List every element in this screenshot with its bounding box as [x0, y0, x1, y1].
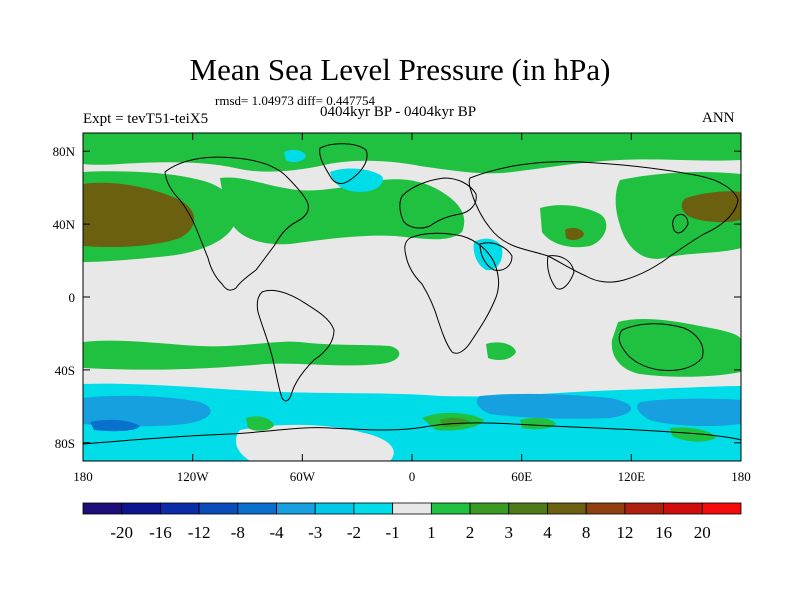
- colorbar-label: -2: [347, 523, 361, 542]
- coast-arabia: [479, 242, 513, 271]
- anomaly-north-pacific-core: [83, 182, 195, 248]
- season-label: ANN: [702, 110, 735, 126]
- colorbar-label: 1: [427, 523, 436, 542]
- colorbar-swatch: [701, 502, 742, 515]
- lon-tick-label: 60W: [290, 469, 316, 484]
- colorbar-swatch: [314, 502, 355, 515]
- map-axes: 80N 40N 0 40S 80S 180 120W 60W 0 60E 120E 180: [53, 133, 751, 484]
- colorbar-label: 8: [582, 523, 591, 542]
- anomaly-north-canada: [284, 149, 306, 163]
- anomaly-ross: [670, 427, 716, 442]
- coast-south-america: [256, 289, 335, 402]
- lon-tick-label: 180: [73, 469, 93, 484]
- colorbar-label: -3: [308, 523, 322, 542]
- colorbar-swatch: [469, 502, 510, 515]
- lon-tick-label: 180: [731, 469, 751, 484]
- anomaly-arctic-band: [83, 133, 741, 174]
- colorbar-swatch: [198, 502, 239, 515]
- lat-tick-label: 40S: [55, 363, 75, 378]
- colorbar: -20 -16 -12 -8 -4 -3 -2 -1 1 2 3 4 8 12 16 20: [82, 502, 742, 542]
- neutral-antarctic-atlantic: [235, 424, 394, 461]
- colorbar-swatch: [82, 502, 123, 515]
- anomaly-south-pacific-band: [83, 340, 400, 370]
- anomaly-weddell: [246, 416, 274, 431]
- period-label: 0404kyr BP - 0404kyr BP: [320, 104, 477, 120]
- lon-tick-label: 0: [409, 469, 416, 484]
- lon-tick-label: 120W: [177, 469, 210, 484]
- pressure-field: [83, 133, 741, 461]
- anomaly-australia: [611, 319, 741, 377]
- map-title: Mean Sea Level Pressure (in hPa): [189, 52, 611, 87]
- anomaly-southern-indian-blue: [476, 393, 632, 419]
- anomaly-antarctic-coast-core: [440, 417, 470, 427]
- colorbar-label: 4: [543, 523, 552, 542]
- anomaly-east-asia-core: [681, 191, 741, 223]
- lat-tick-label: 0: [69, 290, 76, 305]
- coast-asia: [468, 161, 739, 283]
- lat-tick-label: 80N: [53, 144, 76, 159]
- colorbar-swatch: [237, 502, 277, 515]
- coast-europe: [399, 177, 477, 229]
- colorbar-label: -12: [188, 523, 211, 542]
- colorbar-swatch: [547, 502, 587, 515]
- colorbar-label: -8: [231, 523, 245, 542]
- colorbar-label: 16: [655, 523, 672, 542]
- colorbar-swatch: [508, 502, 548, 515]
- lat-tick-label: 40N: [53, 217, 76, 232]
- colorbar-swatch: [121, 502, 161, 515]
- anomaly-southern-deep-blue: [90, 419, 140, 432]
- coast-north-america: [164, 156, 309, 291]
- colorbar-swatch: [353, 502, 394, 515]
- coast-india: [547, 255, 575, 290]
- coast-antarctica: [83, 422, 741, 445]
- colorbar-label: -1: [386, 523, 400, 542]
- coast-japan: [672, 213, 689, 234]
- coast-australia: [618, 323, 704, 371]
- anomaly-central-asia: [540, 205, 607, 248]
- anomaly-southern-pacific-blue: [83, 395, 211, 427]
- colorbar-label: -20: [110, 523, 133, 542]
- lon-tick-label: 120E: [618, 469, 646, 484]
- anomaly-antarctic-east: [520, 417, 556, 430]
- colorbar-swatch: [430, 502, 471, 515]
- colorbar-swatch: [276, 502, 316, 515]
- colorbar-swatch: [624, 502, 664, 515]
- anomaly-central-asia-core: [565, 227, 584, 241]
- stats-line: rmsd= 1.04973 diff= 0.447754: [215, 93, 375, 108]
- anomaly-greenland: [330, 168, 383, 192]
- colorbar-label: 20: [694, 523, 711, 542]
- coast-africa: [404, 232, 499, 354]
- lon-tick-label: 60E: [511, 469, 532, 484]
- coast-greenland: [319, 143, 368, 184]
- colorbar-label: 12: [616, 523, 633, 542]
- coastlines: [83, 143, 741, 445]
- colorbar-label: 3: [505, 523, 514, 542]
- anomaly-arabia: [473, 238, 503, 271]
- colorbar-label: -4: [269, 523, 284, 542]
- anomaly-indian-ocean: [486, 342, 516, 360]
- anomaly-southern-east-blue: [637, 398, 741, 427]
- colorbar-label: -16: [149, 523, 172, 542]
- colorbar-swatch: [160, 502, 200, 515]
- colorbar-swatch: [663, 502, 703, 515]
- colorbar-label: 2: [466, 523, 475, 542]
- colorbar-swatch: [392, 502, 432, 515]
- colorbar-swatch: [585, 502, 626, 515]
- lat-tick-label: 80S: [55, 436, 75, 451]
- experiment-label: Expt = tevT51-teiX5: [83, 111, 209, 127]
